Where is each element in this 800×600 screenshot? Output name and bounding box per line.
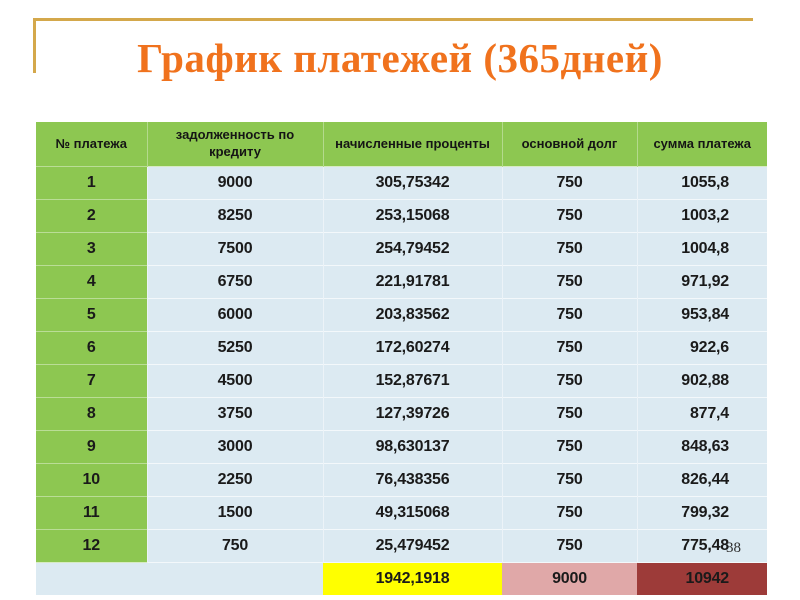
value-cell: 9000	[146, 166, 323, 200]
value-cell: 203,83562	[322, 298, 502, 332]
value-cell: 848,63	[636, 430, 767, 464]
table-row: 3 7500 254,79452 750 1004,8	[36, 232, 767, 266]
payment-number-cell: 5	[36, 298, 147, 332]
value-cell: 750	[501, 397, 637, 431]
value-cell: 2250	[146, 463, 323, 497]
payment-number-cell: 3	[36, 232, 147, 266]
value-cell: 4500	[146, 364, 323, 398]
value-cell: 7500	[146, 232, 323, 266]
left-accent-line	[33, 18, 36, 73]
value-cell: 750	[501, 364, 637, 398]
top-accent-line	[33, 18, 753, 21]
totals-row: 1942,1918 9000 10942	[36, 562, 767, 595]
payment-number-cell: 10	[36, 463, 147, 497]
payment-number-cell: 9	[36, 430, 147, 464]
value-cell: 750	[501, 166, 637, 200]
value-cell: 254,79452	[322, 232, 502, 266]
value-cell: 750	[501, 265, 637, 299]
table-row: 12 750 25,479452 750 775,48	[36, 529, 767, 563]
value-cell: 953,84	[636, 298, 767, 332]
payment-number-cell: 11	[36, 496, 147, 530]
value-cell: 922,6	[636, 331, 767, 365]
value-cell: 6750	[146, 265, 323, 299]
value-cell: 98,630137	[322, 430, 502, 464]
payment-number-cell: 4	[36, 265, 147, 299]
header-row: № платежа задолженность по кредиту начис…	[36, 122, 767, 167]
value-cell: 971,92	[636, 265, 767, 299]
value-cell: 877,4	[636, 397, 767, 431]
value-cell: 3000	[146, 430, 323, 464]
total-interest-cell: 1942,1918	[323, 562, 502, 595]
value-cell: 799,32	[636, 496, 767, 530]
slide-title: График платежей (365дней)	[137, 35, 663, 81]
value-cell: 5250	[146, 331, 323, 365]
value-cell: 253,15068	[322, 199, 502, 233]
value-cell: 49,315068	[322, 496, 502, 530]
value-cell: 775,48	[636, 529, 767, 563]
value-cell: 750	[501, 199, 637, 233]
table-row: 6 5250 172,60274 750 922,6	[36, 331, 767, 365]
value-cell: 750	[501, 232, 637, 266]
payment-number-cell: 1	[36, 166, 147, 200]
value-cell: 1055,8	[636, 166, 767, 200]
page-number: 38	[726, 540, 741, 556]
table-row: 2 8250 253,15068 750 1003,2	[36, 199, 767, 233]
value-cell: 1003,2	[636, 199, 767, 233]
table-row: 5 6000 203,83562 750 953,84	[36, 298, 767, 332]
value-cell: 305,75342	[322, 166, 502, 200]
value-cell: 750	[501, 430, 637, 464]
column-header-interest: начисленные проценты	[322, 122, 502, 167]
column-header-payment-number: № платежа	[36, 122, 147, 167]
table-row: 4 6750 221,91781 750 971,92	[36, 265, 767, 299]
totals-blank-cell	[36, 562, 323, 595]
table-row: 1 9000 305,75342 750 1055,8	[36, 166, 767, 200]
value-cell: 3750	[146, 397, 323, 431]
payment-number-cell: 2	[36, 199, 147, 233]
column-header-principal: основной долг	[501, 122, 637, 167]
payment-number-cell: 8	[36, 397, 147, 431]
value-cell: 750	[501, 496, 637, 530]
value-cell: 25,479452	[322, 529, 502, 563]
column-header-debt: задолженность по кредиту	[146, 122, 323, 167]
total-principal-cell: 9000	[502, 562, 637, 595]
value-cell: 1004,8	[636, 232, 767, 266]
table-row: 11 1500 49,315068 750 799,32	[36, 496, 767, 530]
value-cell: 152,87671	[322, 364, 502, 398]
value-cell: 750	[501, 331, 637, 365]
value-cell: 750	[146, 529, 323, 563]
payment-number-cell: 7	[36, 364, 147, 398]
value-cell: 172,60274	[322, 331, 502, 365]
value-cell: 127,39726	[322, 397, 502, 431]
value-cell: 902,88	[636, 364, 767, 398]
value-cell: 750	[501, 463, 637, 497]
table-row: 7 4500 152,87671 750 902,88	[36, 364, 767, 398]
value-cell: 76,438356	[322, 463, 502, 497]
value-cell: 750	[501, 298, 637, 332]
value-cell: 750	[501, 529, 637, 563]
table-row: 8 3750 127,39726 750 877,4	[36, 397, 767, 431]
payment-schedule-table: № платежа задолженность по кредиту начис…	[36, 122, 767, 595]
payment-number-cell: 12	[36, 529, 147, 563]
value-cell: 221,91781	[322, 265, 502, 299]
table-row: 9 3000 98,630137 750 848,63	[36, 430, 767, 464]
value-cell: 1500	[146, 496, 323, 530]
value-cell: 826,44	[636, 463, 767, 497]
payment-number-cell: 6	[36, 331, 147, 365]
table-row: 10 2250 76,438356 750 826,44	[36, 463, 767, 497]
column-header-payment-sum: сумма платежа	[636, 122, 767, 167]
total-payment-cell: 10942	[637, 562, 767, 595]
value-cell: 6000	[146, 298, 323, 332]
value-cell: 8250	[146, 199, 323, 233]
